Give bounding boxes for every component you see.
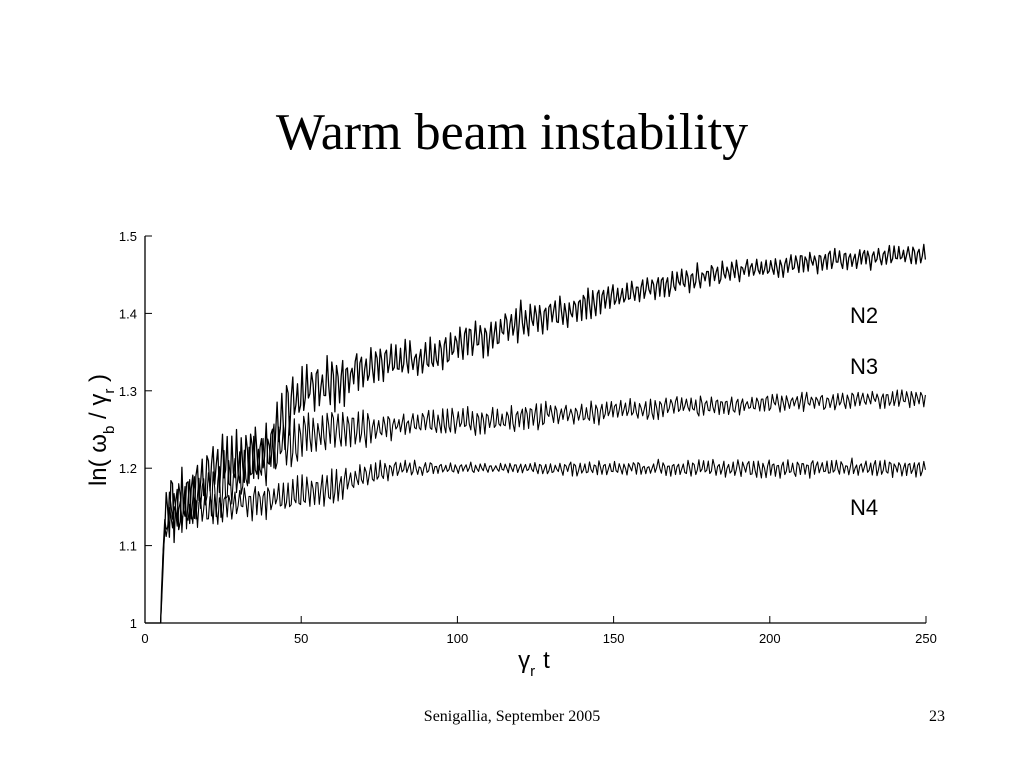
footer-page-number: 23 (929, 708, 945, 725)
y-tick-label: 1.1 (119, 539, 137, 554)
series-line-n2 (145, 243, 927, 624)
y-tick-label: 1 (130, 616, 137, 631)
series-labels: N2 N3 N4 (850, 303, 878, 520)
series-label-n2: N2 (850, 303, 878, 328)
x-axis-label-t: t (543, 647, 550, 674)
series-lines (145, 243, 927, 624)
axis-ticks: 0 50 100 150 200 250 1 1.1 1.2 1.3 1.4 1.5 (119, 229, 937, 646)
y-tick-label: 1.5 (119, 229, 137, 244)
x-axis-label-gamma: γ (518, 647, 530, 674)
x-tick-label: 50 (294, 631, 308, 646)
y-axis-label-sub-b: b (101, 426, 118, 434)
y-axis-label: ln( ωb / γr ) (85, 374, 118, 486)
y-tick-label: 1.4 (119, 306, 137, 321)
x-tick-label: 0 (141, 631, 148, 646)
x-tick-label: 100 (447, 631, 469, 646)
series-label-n3: N3 (850, 354, 878, 379)
x-axis-label: γr t (518, 647, 550, 680)
x-tick-label: 250 (915, 631, 937, 646)
y-axis-label-close: ) (85, 374, 112, 389)
y-axis-label-ln: ln( ω (85, 434, 112, 486)
y-axis-label-sub-r: r (101, 389, 118, 394)
plot-area (144, 236, 926, 624)
x-tick-label: 150 (603, 631, 625, 646)
y-tick-label: 1.3 (119, 384, 137, 399)
y-axis-label-slash: / γ (85, 394, 112, 426)
x-axis-label-sub-r: r (530, 663, 535, 680)
series-label-n4: N4 (850, 495, 878, 520)
slide-title: Warm beam instability (275, 104, 749, 161)
x-tick-label: 200 (759, 631, 781, 646)
series-line-n4 (145, 457, 926, 624)
footer-venue: Senigallia, September 2005 (423, 708, 601, 725)
series-line-n3 (145, 389, 926, 624)
y-tick-label: 1.2 (119, 461, 137, 476)
